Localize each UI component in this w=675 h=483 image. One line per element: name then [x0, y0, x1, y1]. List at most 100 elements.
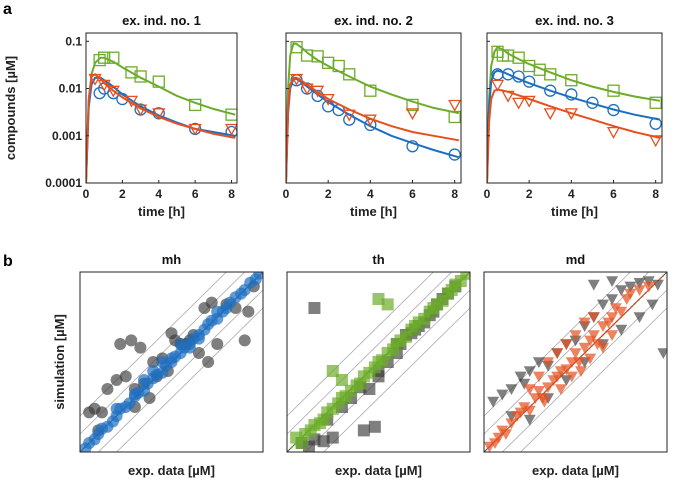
gray-data-point: [363, 383, 376, 395]
gray-data-point: [532, 357, 545, 368]
charts: ex. ind. no. 1 0 2 4 6 8 0.0001 0.001 0.01 0.1 tim…: [3, 13, 668, 478]
data-point-blue: [607, 103, 620, 117]
data-point-orange: [88, 73, 102, 86]
data-point-orange: [300, 83, 314, 96]
gray-data-point: [487, 396, 500, 408]
data-point: [587, 330, 600, 341]
data-point-blue: [649, 117, 662, 130]
fit-line: [83, 275, 260, 449]
data-point: [578, 342, 591, 354]
axes-frame: [85, 32, 238, 184]
data-point-orange: [311, 85, 325, 98]
data-point: [560, 339, 573, 350]
data-point-green: [649, 96, 662, 109]
series-line-blue: [487, 69, 661, 183]
chart-title: ex. ind. no. 1: [122, 13, 201, 28]
x-axis-label: exp. data [µM]: [532, 463, 619, 478]
data-point: [609, 303, 622, 314]
data-point-blue: [565, 88, 578, 101]
axes-frame: [486, 32, 663, 184]
gray-data-point: [523, 414, 536, 426]
axes-frame: [79, 271, 264, 453]
data-point-orange: [543, 108, 557, 121]
diagonal-band: [520, 307, 667, 452]
chart-title: ex. ind. no. 2: [334, 13, 413, 28]
data-point: [551, 348, 564, 359]
data-point: [518, 402, 531, 413]
gray-data-point: [633, 278, 646, 289]
data-point-green: [290, 41, 303, 54]
x-tick-label: 4: [367, 187, 374, 201]
y-axis-label: compounds [µM]: [3, 56, 18, 160]
data-point: [183, 341, 196, 354]
y-axis-label: simulation [µM]: [52, 314, 67, 410]
gray-data-point: [615, 285, 628, 296]
x-tick-label: 4: [568, 187, 575, 201]
chart-b1: mh exp. data [µM] simulation [µM]: [52, 252, 264, 478]
x-axis-label: time [h]: [551, 204, 598, 219]
x-axis-label: exp. data [µM]: [335, 463, 422, 478]
data-point: [335, 374, 348, 386]
data-point-blue: [544, 84, 557, 97]
gray-data-point: [211, 338, 224, 350]
data-point-orange: [133, 104, 148, 117]
gray-data-point: [357, 424, 370, 437]
data-point-orange: [224, 123, 237, 136]
data-point-blue: [523, 75, 536, 88]
data-point: [460, 272, 470, 280]
gray-data-point: [606, 276, 619, 287]
data-point: [211, 305, 224, 318]
x-tick-label: 0: [484, 187, 491, 201]
data-point: [573, 357, 586, 368]
series-line-blue: [286, 77, 460, 183]
data-point: [596, 342, 609, 354]
y-tick-label: 0.001: [52, 129, 82, 143]
gray-data-point: [651, 279, 664, 291]
gray-data-point: [317, 435, 330, 448]
data-point: [538, 396, 551, 408]
gray-data-point: [238, 334, 251, 347]
data-point-blue: [322, 100, 335, 113]
chart-a3: ex. ind. no. 3 0 2 4 6 8 time [h]: [484, 13, 663, 219]
fit-line: [487, 275, 664, 449]
data-point-blue: [343, 113, 356, 126]
data-point-orange: [649, 135, 662, 148]
data-point-green: [406, 98, 419, 112]
data-point-blue: [93, 86, 106, 100]
gray-data-point: [147, 356, 160, 368]
x-tick-label: 2: [119, 187, 126, 201]
data-point-green: [607, 84, 620, 97]
data-point: [587, 312, 600, 323]
series-line-orange: [286, 76, 460, 183]
data-point-green: [125, 66, 138, 79]
plot-area: [287, 272, 470, 452]
gray-data-point: [134, 341, 147, 354]
data-point: [505, 418, 518, 430]
diagonal-band: [484, 272, 649, 435]
data-point-green: [364, 84, 377, 97]
axes-frame: [483, 271, 668, 453]
data-point: [642, 281, 655, 293]
data-point: [156, 356, 169, 368]
fit-line: [290, 275, 467, 449]
gray-data-point: [205, 296, 218, 309]
data-point: [554, 384, 567, 395]
gray-data-point: [302, 440, 315, 452]
gray-data-point: [326, 431, 339, 444]
chart-a1: ex. ind. no. 1 0 2 4 6 8 0.0001 0.001 0.01 0.1 tim…: [3, 13, 238, 219]
gray-data-point: [646, 299, 659, 311]
gray-data-point: [514, 371, 527, 383]
data-point-green: [332, 59, 345, 73]
data-point-green: [565, 74, 578, 87]
data-point: [569, 330, 582, 341]
data-point-blue: [107, 86, 120, 100]
data-point-green: [134, 70, 147, 83]
data-point-orange: [564, 108, 578, 121]
data-point-orange: [512, 97, 526, 110]
x-axis-label: time [h]: [138, 204, 185, 219]
data-point: [569, 348, 582, 359]
chart-title: md: [566, 252, 586, 267]
data-point: [174, 338, 187, 350]
data-point: [147, 365, 160, 377]
